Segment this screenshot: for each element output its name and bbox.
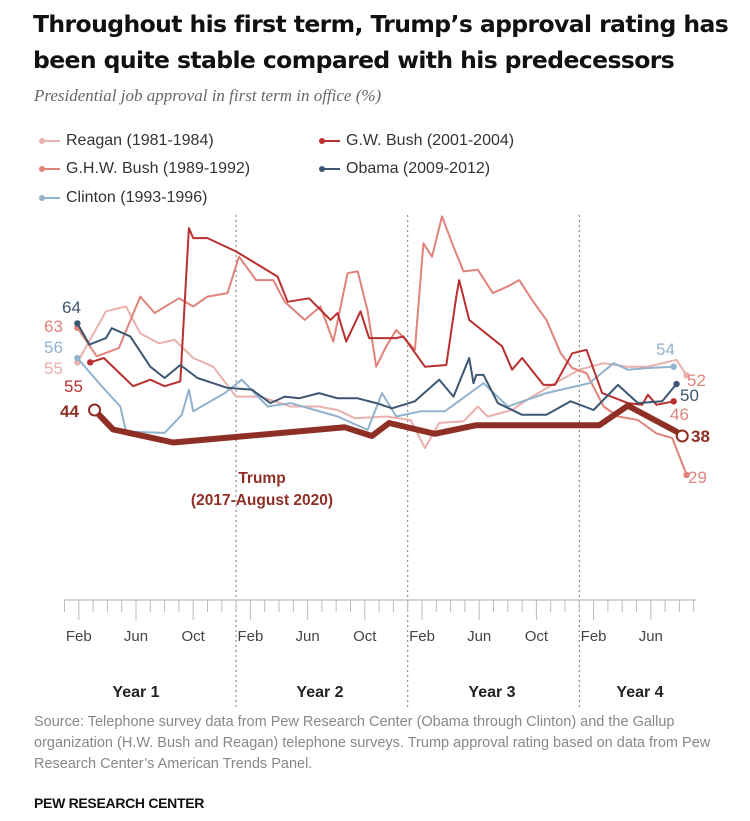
clinton-start-point <box>74 354 81 362</box>
g-w-bush-start-point <box>87 359 94 366</box>
legend-swatch-reagan <box>39 138 60 144</box>
year-labels: Year 1 Year 2 Year 3 Year 4 <box>112 684 663 701</box>
trump-line <box>91 402 686 446</box>
legend-item-reagan: Reagan (1981-1984) <box>39 132 214 150</box>
trump-start-label: 44 <box>60 402 79 421</box>
legend-label: G.H.W. Bush (1989-1992) <box>66 160 251 177</box>
chart-subtitle: Presidential job approval in first term … <box>34 86 382 105</box>
chart-title: Throughout his first term, Trump’s appro… <box>33 10 729 74</box>
obama-start-point <box>74 320 81 327</box>
legend-label: Obama (2009-2012) <box>346 160 491 177</box>
trump-start-point <box>88 403 102 417</box>
x-tick-label: Feb <box>581 628 607 645</box>
brand-logo-text: PEW RESEARCH CENTER <box>34 795 205 811</box>
clinton-end-point <box>670 363 677 370</box>
x-tick-label: Feb <box>237 628 263 645</box>
ghw-bush-end-label: 29 <box>688 468 707 487</box>
g-w-bush-end-point <box>670 398 677 405</box>
legend-swatch-ghw-bush <box>39 166 60 172</box>
legend-swatch-clinton <box>39 195 60 201</box>
obama-end-label: 50 <box>680 386 699 405</box>
obama-line <box>76 322 678 416</box>
ghw-bush-start-label: 63 <box>44 317 63 336</box>
legend-swatch-obama <box>319 166 340 172</box>
end-labels: 64 63 56 55 55 44 54 52 50 46 38 29 <box>44 298 710 487</box>
x-tick-label: Jun <box>639 628 663 645</box>
g-h-w-bush-line <box>76 215 688 476</box>
reagan-end-point <box>683 372 690 379</box>
source-note: Source: Telephone survey data from Pew R… <box>34 714 711 772</box>
trump-end-point <box>675 429 689 443</box>
legend-item-clinton: Clinton (1993-1996) <box>39 189 208 207</box>
year-label: Year 2 <box>296 684 343 701</box>
clinton-start-label: 56 <box>44 338 63 357</box>
legend-label: G.W. Bush (2001-2004) <box>346 132 515 149</box>
reagan-start-label: 55 <box>44 359 63 378</box>
x-tick-label: Feb <box>66 628 92 645</box>
trump-end-label: 38 <box>691 427 710 446</box>
legend-item-gw-bush: G.W. Bush (2001-2004) <box>319 132 515 150</box>
year-dividers <box>235 215 580 708</box>
reagan-line <box>76 305 688 450</box>
reagan-end-label: 52 <box>687 371 706 390</box>
g-w-bush-line <box>89 227 675 406</box>
x-tick-label: Oct <box>353 628 377 645</box>
annotation-line-1: Trump <box>238 470 285 487</box>
x-tick-label: Jun <box>296 628 320 645</box>
x-tick-label: Jun <box>124 628 148 645</box>
gw-bush-end-label: 46 <box>670 405 689 424</box>
gw-bush-start-label: 55 <box>64 377 83 396</box>
x-tick-labels: Feb Jun Oct Feb Jun Oct Feb Jun Oct Feb Jun <box>66 628 663 645</box>
series-lines <box>74 215 690 479</box>
x-tick-label: Jun <box>467 628 491 645</box>
trump-annotation: Trump (2017-August 2020) <box>191 470 333 509</box>
legend-item-ghw-bush: G.H.W. Bush (1989-1992) <box>39 160 251 178</box>
legend-swatch-gw-bush <box>319 138 340 144</box>
year-label: Year 1 <box>112 684 159 701</box>
obama-start-label: 64 <box>62 298 81 317</box>
x-tick-label: Feb <box>409 628 435 645</box>
annotation-line-2: (2017-August 2020) <box>191 492 333 509</box>
x-axis <box>64 599 696 620</box>
obama-end-point <box>673 380 680 388</box>
x-tick-label: Oct <box>182 628 206 645</box>
legend-label: Reagan (1981-1984) <box>66 132 214 149</box>
g-h-w-bush-end-point <box>683 471 690 479</box>
year-label: Year 3 <box>468 684 515 701</box>
year-label: Year 4 <box>616 684 663 701</box>
legend-label: Clinton (1993-1996) <box>66 189 208 206</box>
clinton-end-label: 54 <box>656 340 675 359</box>
legend-item-obama: Obama (2009-2012) <box>319 160 491 178</box>
clinton-line <box>76 357 675 434</box>
x-tick-label: Oct <box>525 628 549 645</box>
